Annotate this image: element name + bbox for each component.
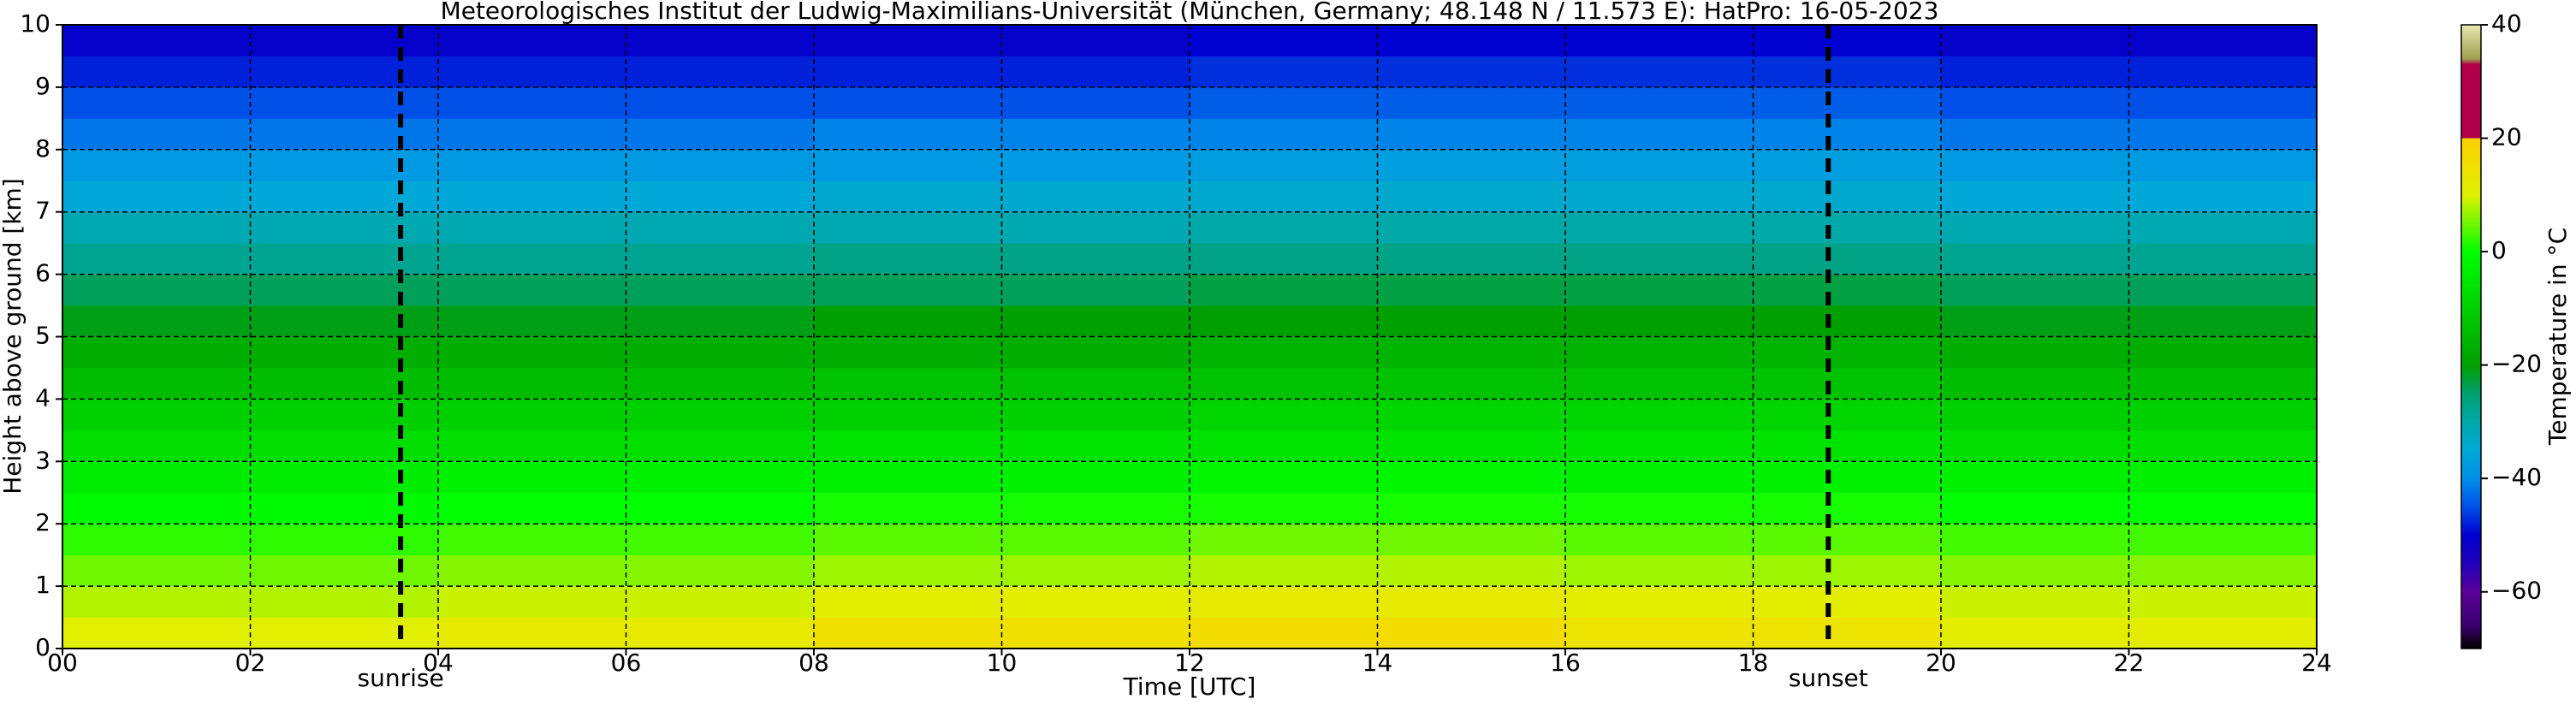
x-tick-label: 06 — [611, 649, 642, 677]
y-tick-label: 8 — [35, 134, 50, 163]
colorbar-tick-label: 40 — [2491, 9, 2522, 38]
x-tick-label: 08 — [798, 649, 829, 677]
y-tick-label: 10 — [20, 9, 50, 38]
x-tick-label: 14 — [1362, 649, 1393, 677]
x-tick-label: 18 — [1738, 649, 1769, 677]
x-tick-label: 04 — [423, 649, 454, 677]
colorbar-tick-label: 0 — [2491, 236, 2507, 264]
x-tick-label: 12 — [1174, 649, 1205, 677]
colorbar-tick-label: −40 — [2491, 463, 2542, 491]
x-tick-label: 16 — [1550, 649, 1581, 677]
annotation-label: sunset — [1789, 664, 1868, 692]
plot-frame — [62, 24, 2318, 649]
colorbar — [2460, 24, 2482, 649]
colorbar-tick-label: −60 — [2491, 577, 2542, 605]
y-tick-label: 2 — [35, 508, 50, 536]
y-tick-label: 7 — [35, 197, 50, 225]
colorbar-tick-label: 20 — [2491, 123, 2522, 151]
y-tick-label: 9 — [35, 72, 50, 100]
x-tick-label: 20 — [1926, 649, 1956, 677]
colorbar-tick-label: −20 — [2491, 350, 2542, 378]
x-axis-label: Time [UTC] — [1123, 672, 1256, 701]
y-tick-label: 4 — [35, 383, 50, 412]
x-tick-label: 00 — [47, 649, 78, 677]
x-tick-label: 22 — [2114, 649, 2145, 677]
x-tick-label: 02 — [235, 649, 266, 677]
x-tick-label: 10 — [987, 649, 1018, 677]
y-tick-label: 1 — [35, 571, 50, 599]
y-tick-label: 3 — [35, 446, 50, 474]
y-axis-label: Height above ground [km] — [0, 178, 27, 495]
y-tick-label: 6 — [35, 259, 50, 287]
colorbar-label: Temperature in °C — [2543, 228, 2572, 446]
x-tick-label: 24 — [2301, 649, 2332, 677]
annotation-label: sunrise — [358, 664, 444, 692]
y-tick-label: 0 — [35, 633, 50, 661]
chart-title: Meteorologisches Institut der Ludwig-Max… — [441, 0, 1939, 25]
y-tick-label: 5 — [35, 322, 50, 350]
